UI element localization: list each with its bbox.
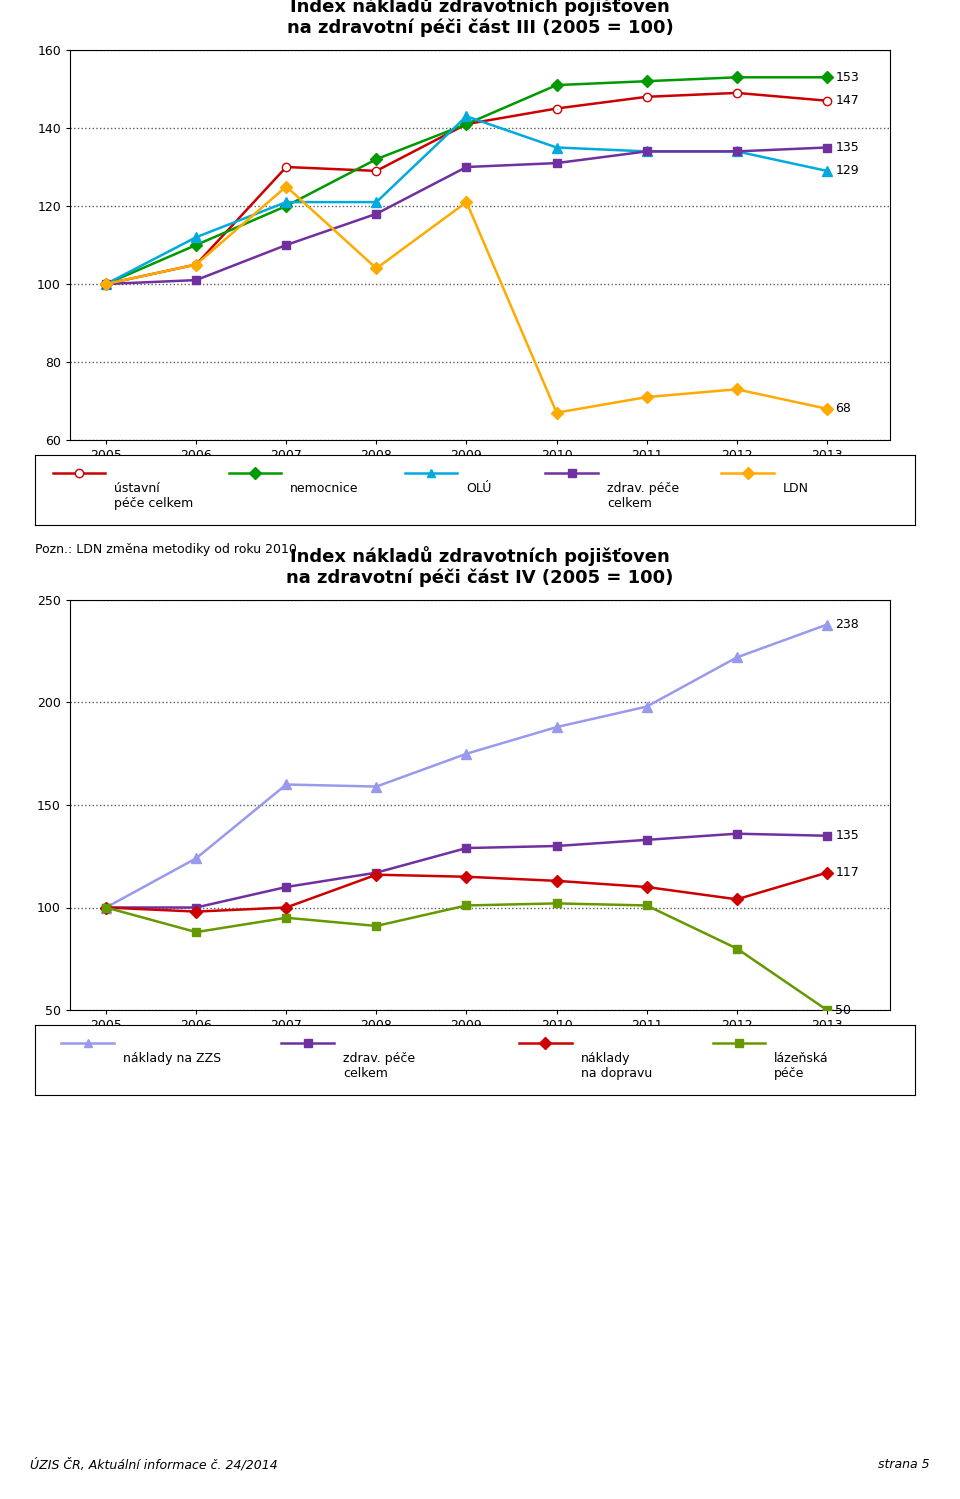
Text: 50: 50 — [835, 1003, 852, 1016]
Text: 135: 135 — [835, 141, 859, 154]
Text: ústavní
péče celkem: ústavní péče celkem — [114, 481, 194, 510]
Text: 129: 129 — [835, 165, 859, 177]
Text: OLÚ: OLÚ — [467, 481, 492, 495]
Text: zdrav. péče
celkem: zdrav. péče celkem — [607, 481, 679, 510]
Text: náklady na ZZS: náklady na ZZS — [123, 1052, 221, 1064]
Text: LDN: LDN — [783, 481, 809, 495]
Title: Index nákladů zdravotních pojišťoven
na zdravotní péči část IV (2005 = 100): Index nákladů zdravotních pojišťoven na … — [286, 546, 674, 588]
Text: ÚZIS ČR, Aktuální informace č. 24/2014: ÚZIS ČR, Aktuální informace č. 24/2014 — [30, 1459, 277, 1472]
Text: 68: 68 — [835, 402, 852, 415]
Text: 238: 238 — [835, 618, 859, 631]
Text: Pozn.: LDN změna metodiky od roku 2010: Pozn.: LDN změna metodiky od roku 2010 — [35, 544, 297, 556]
Text: náklady
na dopravu: náklady na dopravu — [581, 1052, 652, 1079]
Text: lázeňská
péče: lázeňská péče — [774, 1052, 828, 1079]
Title: Index nákladů zdravotních pojišťoven
na zdravotní péči část III (2005 = 100): Index nákladů zdravotních pojišťoven na … — [287, 0, 673, 37]
Text: zdrav. péče
celkem: zdrav. péče celkem — [343, 1052, 415, 1079]
Text: 117: 117 — [835, 866, 859, 878]
Text: 135: 135 — [835, 829, 859, 842]
Text: 147: 147 — [835, 94, 859, 108]
Text: 153: 153 — [835, 70, 859, 84]
Text: nemocnice: nemocnice — [290, 481, 359, 495]
Text: strana 5: strana 5 — [878, 1459, 930, 1472]
